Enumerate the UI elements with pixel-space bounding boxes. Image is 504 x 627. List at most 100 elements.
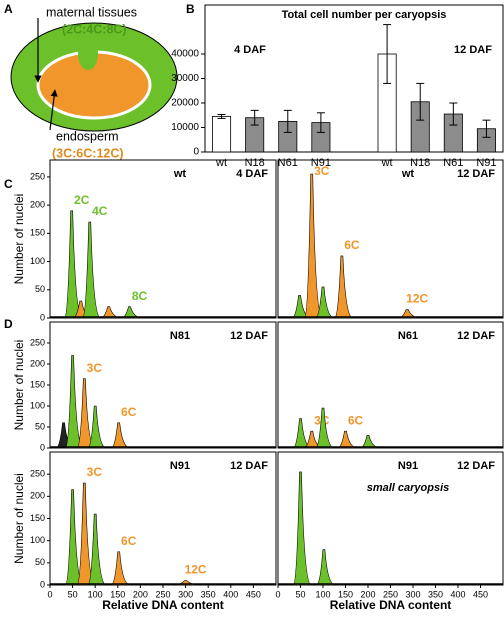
note: small caryopsis — [367, 482, 450, 494]
x-tick-label: N61 — [278, 157, 298, 169]
sample-label: N91 — [398, 460, 418, 472]
stage-label: 12 DAF — [230, 330, 268, 342]
y-tick-label: 250 — [30, 171, 45, 181]
panel-label: A — [4, 2, 13, 16]
diagram-ploidy: (2C:4C:8C) — [62, 22, 127, 36]
x-tick-label: 400 — [223, 589, 238, 599]
x-tick-label: 450 — [246, 589, 261, 599]
x-axis-label: Relative DNA content — [102, 598, 224, 612]
y-tick-label: 100 — [30, 256, 45, 266]
plot-frame — [49, 159, 277, 319]
y-tick-label: 100 — [30, 535, 45, 545]
y-axis-label: Number of nuclei — [12, 473, 26, 564]
y-tick-label: 50 — [35, 421, 45, 431]
peak — [337, 430, 357, 449]
x-tick-label: wt — [215, 157, 227, 169]
peak — [315, 549, 335, 586]
peak-label: 3C — [87, 465, 103, 479]
group-label: 12 DAF — [454, 44, 492, 56]
y-tick-label: 100 — [30, 400, 45, 410]
peak-label: 6C — [121, 534, 137, 548]
x-tick-label: 400 — [450, 589, 465, 599]
diagram-label: maternal tissues — [46, 5, 137, 19]
y-tick-label: 0 — [40, 579, 45, 589]
arrow — [49, 89, 58, 131]
plot-frame — [277, 159, 504, 319]
peak-label: 12C — [406, 292, 428, 306]
x-tick-label: 250 — [383, 589, 398, 599]
x-tick-label: wt — [381, 157, 393, 169]
diagram-label: endosperm — [56, 129, 119, 143]
peak — [87, 405, 106, 449]
y-tick-label: 200 — [30, 358, 45, 368]
x-tick-label: 350 — [428, 589, 443, 599]
y-tick-label: 20000 — [171, 98, 199, 109]
peak — [314, 286, 334, 319]
peak-label: 2C — [74, 193, 90, 207]
sample-label: wt — [173, 168, 187, 180]
x-tick-label: 150 — [338, 589, 353, 599]
peak — [81, 221, 101, 319]
x-tick-label: 0 — [47, 589, 52, 599]
x-tick-label: 300 — [178, 589, 193, 599]
y-tick-label: 50 — [35, 557, 45, 567]
peak-label: 6C — [344, 238, 360, 252]
sample-label: N61 — [398, 330, 418, 342]
peak — [292, 471, 312, 586]
peak-label: 4C — [92, 204, 108, 218]
peak-label: 6C — [348, 413, 364, 427]
plot-frame — [277, 321, 504, 449]
sample-label: wt — [401, 168, 415, 180]
panel-label: C — [4, 177, 13, 191]
x-tick-label: 100 — [88, 589, 103, 599]
y-tick-label: 250 — [30, 469, 45, 479]
peak — [110, 551, 130, 586]
y-tick-label: 0 — [40, 442, 45, 452]
x-tick-label: 50 — [68, 589, 78, 599]
x-axis-label: Relative DNA content — [330, 598, 452, 612]
peak — [303, 173, 323, 319]
peak-label: 6C — [121, 405, 137, 419]
y-tick-label: 250 — [30, 337, 45, 347]
y-tick-label: 150 — [30, 228, 45, 238]
chart-title: Total cell number per caryopsis — [282, 9, 447, 21]
y-axis-label: Number of nuclei — [12, 194, 26, 285]
bar — [212, 116, 232, 153]
x-tick-label: 350 — [201, 589, 216, 599]
x-tick-label: 300 — [405, 589, 420, 599]
x-tick-label: 250 — [155, 589, 170, 599]
y-axis-label: Number of nuclei — [12, 340, 26, 431]
peak-label: 12C — [185, 563, 207, 577]
peak — [110, 422, 130, 449]
y-tick-label: 50 — [35, 284, 45, 294]
group-label: 4 DAF — [234, 44, 266, 56]
y-tick-label: 0 — [193, 147, 199, 158]
panel-label: B — [186, 2, 195, 16]
sample-label: N81 — [170, 330, 190, 342]
x-tick-label: 150 — [110, 589, 125, 599]
y-tick-label: 150 — [30, 379, 45, 389]
stage-label: 12 DAF — [457, 168, 495, 180]
peak — [314, 407, 334, 449]
embryo — [78, 38, 98, 70]
y-tick-label: 30000 — [171, 73, 199, 84]
x-tick-label: 100 — [315, 589, 330, 599]
sample-label: N91 — [170, 460, 190, 472]
y-tick-label: 200 — [30, 491, 45, 501]
x-tick-label: 50 — [295, 589, 305, 599]
stage-label: 12 DAF — [457, 330, 495, 342]
stage-label: 4 DAF — [236, 168, 268, 180]
x-tick-label: 450 — [473, 589, 488, 599]
peak-label: 8C — [132, 289, 148, 303]
y-tick-label: 200 — [30, 200, 45, 210]
y-tick-label: 0 — [40, 312, 45, 322]
peak-label: 3C — [87, 361, 103, 375]
y-tick-label: 40000 — [171, 49, 199, 60]
diagram-ploidy: (3C:6C:12C) — [52, 146, 124, 160]
stage-label: 12 DAF — [230, 460, 268, 472]
x-tick-label: 0 — [275, 589, 280, 599]
plot-frame — [277, 451, 504, 586]
stage-label: 12 DAF — [457, 460, 495, 472]
peak-label: 3C — [314, 164, 330, 178]
